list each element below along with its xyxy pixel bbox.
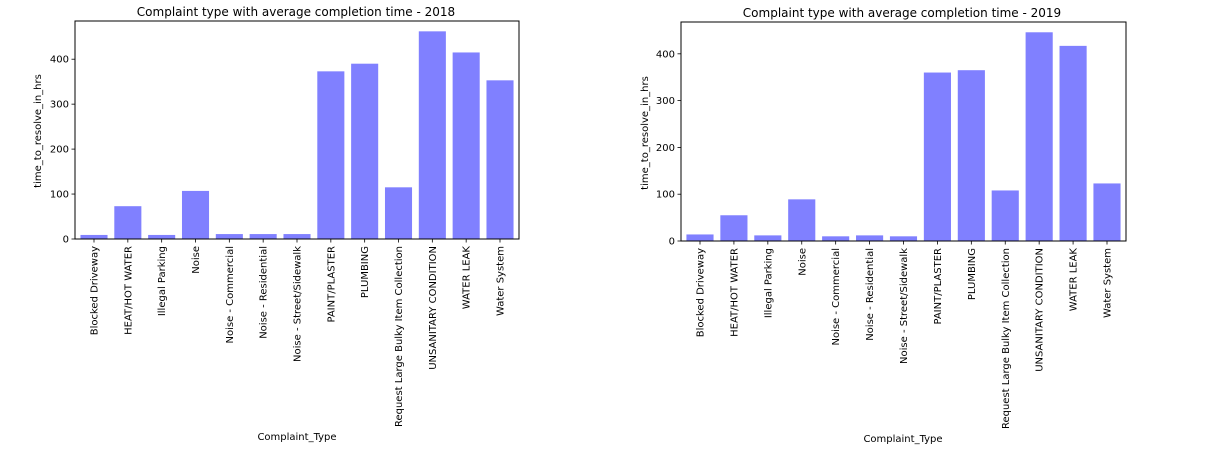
- bar: [720, 215, 748, 241]
- bar: [991, 190, 1019, 241]
- x-tick-label: Noise - Commercial: [831, 248, 842, 346]
- chart-title: Complaint type with average completion t…: [137, 5, 455, 19]
- bar: [486, 80, 514, 239]
- bar: [317, 71, 345, 239]
- x-tick-label: Water System: [1103, 248, 1114, 318]
- bar: [80, 234, 108, 239]
- bar: [889, 236, 918, 241]
- y-axis-label: time_to_resolve_in_hrs: [640, 76, 651, 190]
- y-tick-group: 0 100 200 300 400: [656, 49, 681, 248]
- x-tick-label: Noise - Residential: [865, 248, 876, 341]
- bar: [686, 234, 714, 241]
- bar: [114, 206, 142, 239]
- plot-frame: [680, 21, 1127, 242]
- bar-group: [80, 31, 514, 240]
- x-tick-label: Blocked Driveway: [696, 248, 707, 337]
- bar: [148, 234, 176, 239]
- bar: [856, 235, 884, 241]
- x-tick-group: Blocked Driveway HEAT/HOT WATER Illegal Pa…: [696, 241, 1114, 429]
- x-tick-label: PLUMBING: [360, 246, 371, 298]
- bar: [754, 235, 782, 241]
- y-tick-label: 100: [656, 190, 675, 201]
- bar: [1059, 45, 1087, 242]
- chart-2018: Complaint type with average completion t…: [33, 5, 520, 443]
- bar: [181, 190, 210, 239]
- x-tick-label: Noise - Street/Sidewalk: [293, 246, 304, 362]
- bar: [249, 234, 277, 239]
- y-tick-group: 0 100 200 300 400: [50, 55, 75, 246]
- x-tick-label: Illegal Parking: [763, 248, 774, 318]
- x-tick-label: UNSANITARY CONDITION: [428, 246, 439, 370]
- x-axis-label: Complaint_Type: [257, 432, 336, 443]
- bar: [1093, 183, 1121, 241]
- x-tick-label: Request Large Bulky Item Collection: [394, 246, 405, 427]
- x-tick-label: Noise: [797, 248, 808, 276]
- bar: [351, 63, 379, 240]
- bar: [418, 31, 446, 240]
- y-tick-label: 300: [656, 96, 675, 107]
- x-tick-label: PLUMBING: [967, 248, 978, 300]
- y-tick-label: 200: [50, 145, 69, 156]
- y-tick-label: 300: [50, 100, 69, 111]
- x-tick-label: Noise - Commercial: [225, 246, 236, 344]
- x-tick-label: PAINT/PLASTER: [933, 248, 944, 325]
- bar: [957, 70, 985, 241]
- bar: [215, 234, 243, 239]
- y-tick-label: 0: [63, 235, 69, 246]
- x-tick-label: UNSANITARY CONDITION: [1035, 248, 1046, 372]
- x-tick-label: Illegal Parking: [157, 246, 168, 316]
- bar: [822, 236, 850, 241]
- x-tick-label: Noise - Street/Sidewalk: [899, 248, 910, 364]
- bar: [923, 72, 951, 241]
- x-tick-label: HEAT/HOT WATER: [123, 246, 134, 335]
- y-tick-label: 100: [50, 190, 69, 201]
- x-tick-label: WATER LEAK: [462, 246, 473, 310]
- x-tick-label: WATER LEAK: [1069, 248, 1080, 312]
- bar: [788, 199, 816, 241]
- plot-frame: [74, 20, 520, 240]
- bar: [1025, 32, 1053, 241]
- x-tick-label: PAINT/PLASTER: [326, 246, 337, 323]
- y-axis-label: time_to_resolve_in_hrs: [33, 74, 44, 188]
- bar-group: [686, 32, 1121, 242]
- x-tick-label: Blocked Driveway: [90, 246, 101, 335]
- x-axis-label: Complaint_Type: [863, 434, 942, 445]
- chart-title: Complaint type with average completion t…: [743, 6, 1061, 20]
- x-tick-label: Noise: [191, 246, 202, 274]
- y-tick-label: 400: [656, 49, 675, 60]
- bar: [283, 234, 311, 239]
- y-tick-label: 0: [669, 237, 675, 248]
- bar: [384, 187, 413, 239]
- bar: [452, 52, 480, 240]
- y-tick-label: 200: [656, 143, 675, 154]
- x-tick-label: Water System: [496, 246, 507, 316]
- x-tick-label: Request Large Bulky Item Collection: [1001, 248, 1012, 429]
- x-tick-label: HEAT/HOT WATER: [729, 248, 740, 337]
- chart-2019: Complaint type with average completion t…: [640, 6, 1127, 445]
- x-tick-group: Blocked Driveway HEAT/HOT WATER Illegal Pa…: [90, 239, 507, 427]
- x-tick-label: Noise - Residential: [259, 246, 270, 339]
- y-tick-label: 400: [50, 55, 69, 66]
